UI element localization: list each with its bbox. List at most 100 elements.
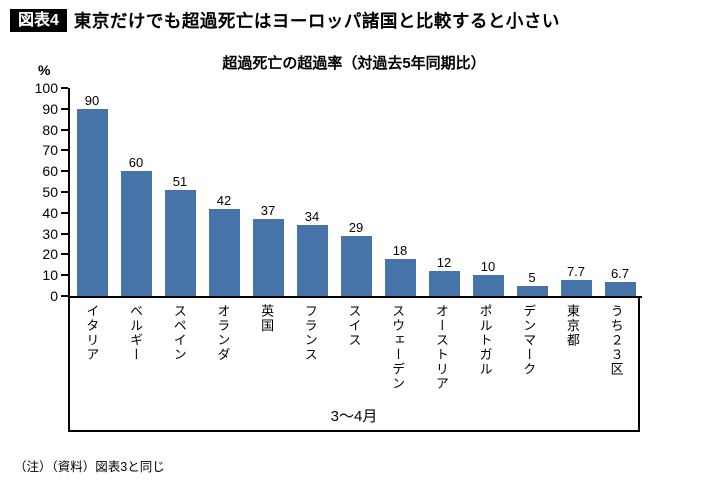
y-tick-label: 70 bbox=[42, 142, 58, 159]
bar bbox=[560, 279, 592, 296]
category-labels: イタリア ベルギー スペイン オランダ 英国 フランス スイス スウェーデン オーストリア ポルト… bbox=[70, 298, 638, 430]
bar-value-label: 18 bbox=[392, 242, 408, 258]
category-slot: うち２３区 bbox=[594, 304, 638, 430]
category-slot: イタリア bbox=[70, 304, 114, 430]
bar-value-label: 5 bbox=[528, 269, 536, 285]
figure-headline: 東京だけでも超過死亡はヨーロッパ諸国と比較すると小さい bbox=[73, 11, 560, 31]
bar-value-label: 60 bbox=[128, 155, 144, 171]
category-label: スイス bbox=[346, 304, 362, 348]
category-slot: スペイン bbox=[157, 304, 201, 430]
y-tick-label: 80 bbox=[42, 121, 58, 138]
bar bbox=[340, 235, 372, 296]
bar bbox=[296, 225, 328, 296]
bar-slot: 51 bbox=[158, 175, 202, 296]
bar-value-label: 37 bbox=[260, 203, 276, 219]
category-slot: フランス bbox=[288, 304, 332, 430]
category-label: ポルトガル bbox=[477, 304, 493, 377]
bar bbox=[604, 282, 636, 296]
period-label: 3～4月 bbox=[330, 408, 378, 425]
bar-slot: 90 bbox=[70, 94, 114, 296]
y-tick-mark bbox=[61, 232, 68, 235]
y-tick-label: 20 bbox=[42, 246, 58, 263]
bar-slot: 29 bbox=[334, 221, 378, 296]
figure-header: 図表4 東京だけでも超過死亡はヨーロッパ諸国と比較すると小さい bbox=[10, 8, 560, 33]
bar bbox=[208, 208, 240, 296]
y-tick-mark bbox=[61, 253, 68, 256]
chart-title: 超過死亡の超過率（対過去5年同期比） bbox=[222, 55, 486, 72]
bar-slot: 18 bbox=[378, 244, 422, 296]
bar bbox=[252, 219, 284, 296]
y-tick-label: 0 bbox=[50, 288, 58, 304]
y-tick-mark bbox=[61, 170, 68, 173]
bar bbox=[428, 271, 460, 296]
bar-slot: 7.7 bbox=[554, 265, 598, 296]
bar bbox=[384, 258, 416, 296]
category-label: フランス bbox=[302, 304, 318, 362]
bar-value-label: 7.7 bbox=[566, 263, 586, 279]
y-tick-mark bbox=[61, 295, 68, 297]
bar-value-label: 10 bbox=[480, 259, 496, 275]
bar bbox=[120, 171, 152, 296]
category-label: スペイン bbox=[171, 304, 187, 362]
category-slot: スウェーデン bbox=[376, 304, 420, 430]
bar-value-label: 6.7 bbox=[610, 266, 630, 282]
footnote: （注）（資料）図表3と同じ bbox=[14, 460, 165, 474]
bar bbox=[516, 285, 548, 296]
category-label: スウェーデン bbox=[390, 304, 406, 391]
category-label: 東京都 bbox=[564, 304, 580, 348]
y-tick-label: 60 bbox=[42, 163, 58, 180]
category-slot: ベルギー bbox=[114, 304, 158, 430]
y-axis-unit-label: % bbox=[38, 62, 51, 78]
y-tick-label: 10 bbox=[42, 267, 58, 284]
category-slot: オランダ bbox=[201, 304, 245, 430]
category-slot: デンマーク bbox=[507, 304, 551, 430]
bar bbox=[164, 189, 196, 296]
figure-number-badge: 図表4 bbox=[10, 8, 67, 33]
category-slot: 東京都 bbox=[551, 304, 595, 430]
category-slot: ポルトガル bbox=[463, 304, 507, 430]
y-axis-tick-marks bbox=[61, 87, 68, 298]
y-tick-label: 90 bbox=[42, 100, 58, 117]
bar bbox=[472, 275, 504, 296]
category-label: デンマーク bbox=[521, 304, 537, 377]
bar-value-label: 34 bbox=[304, 209, 320, 225]
category-label: オーストリア bbox=[433, 304, 449, 391]
bar-slot: 5 bbox=[510, 271, 554, 296]
bar-slot: 34 bbox=[290, 210, 334, 296]
bar-slot: 60 bbox=[114, 156, 158, 296]
y-tick-label: 50 bbox=[42, 184, 58, 200]
bar-slot: 42 bbox=[202, 194, 246, 296]
y-tick-mark bbox=[61, 211, 68, 214]
bar-value-label: 29 bbox=[348, 219, 364, 235]
category-slot: スイス bbox=[332, 304, 376, 430]
bar-value-label: 51 bbox=[172, 173, 188, 189]
category-label: 英国 bbox=[259, 304, 275, 333]
bar-value-label: 42 bbox=[216, 192, 232, 208]
category-label: うち２３区 bbox=[608, 304, 624, 377]
y-tick-label: 40 bbox=[42, 204, 58, 221]
category-slot: オーストリア bbox=[420, 304, 464, 430]
bar-value-label: 90 bbox=[84, 92, 100, 108]
category-slot: 英国 bbox=[245, 304, 289, 430]
y-tick-mark bbox=[61, 87, 68, 89]
y-axis-tick-labels: 100 90 80 70 60 50 40 30 20 10 0 bbox=[0, 80, 58, 304]
y-tick-mark bbox=[61, 149, 68, 152]
bar-slot: 12 bbox=[422, 256, 466, 296]
category-label: ベルギー bbox=[128, 304, 144, 362]
y-tick-mark bbox=[61, 274, 68, 277]
category-axis-area: イタリア ベルギー スペイン オランダ 英国 フランス スイス スウェーデン オーストリア ポルト… bbox=[68, 298, 640, 432]
y-tick-mark bbox=[61, 191, 68, 193]
y-tick-mark bbox=[61, 107, 68, 110]
category-label: イタリア bbox=[84, 304, 100, 362]
bar-slot: 37 bbox=[246, 204, 290, 296]
y-tick-label: 100 bbox=[34, 80, 58, 96]
bar-slot: 6.7 bbox=[598, 267, 642, 296]
plot-area: 90 60 51 42 37 34 29 18 12 10 5 7.7 6.7 bbox=[68, 88, 642, 298]
bar-slot: 10 bbox=[466, 260, 510, 296]
bar-value-label: 12 bbox=[436, 255, 452, 271]
y-tick-label: 30 bbox=[42, 225, 58, 242]
category-label: オランダ bbox=[215, 304, 231, 362]
y-tick-mark bbox=[61, 128, 68, 131]
bar bbox=[76, 108, 108, 296]
